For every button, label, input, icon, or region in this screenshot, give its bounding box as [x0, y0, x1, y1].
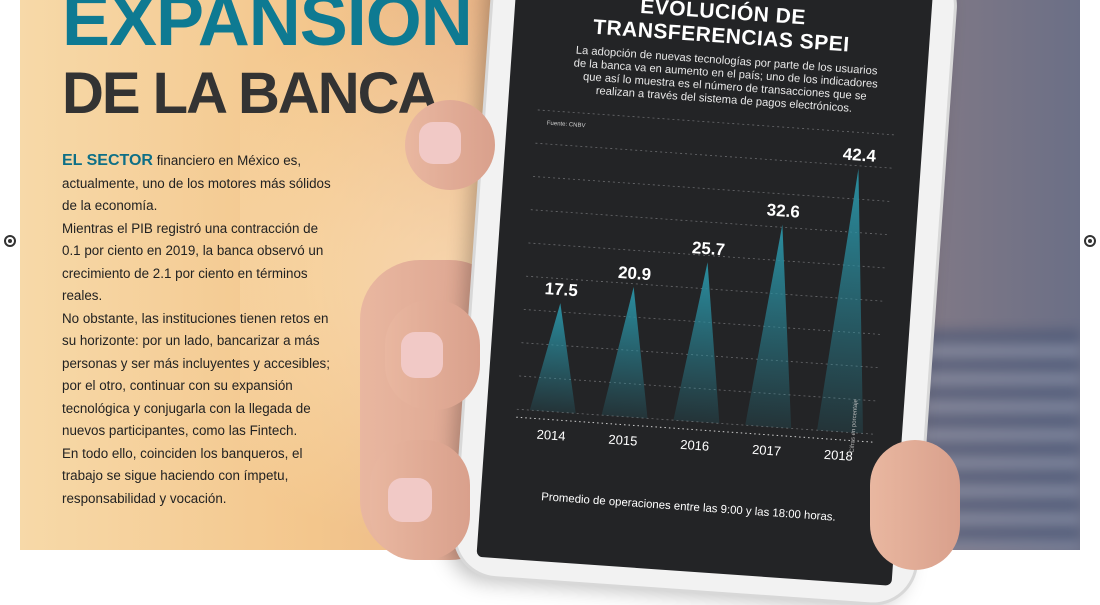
- data-peak-2018: [817, 168, 864, 434]
- registration-mark-right-icon: [1084, 235, 1096, 247]
- phone-graphic: EVOLUCIÓN DE TRANSFERENCIAS SPEI La adop…: [453, 0, 957, 605]
- fingernail: [401, 332, 443, 378]
- fingernail: [388, 478, 432, 522]
- phone-body: EVOLUCIÓN DE TRANSFERENCIAS SPEI La adop…: [453, 0, 957, 605]
- headline-line2: DE LA BANCA: [62, 61, 439, 126]
- grid-line: [537, 109, 897, 136]
- x-tick-label: 2018: [823, 447, 853, 464]
- data-label: 17.5: [544, 279, 578, 300]
- data-peak-2016: [673, 262, 720, 424]
- data-peak-2015: [601, 287, 648, 419]
- x-tick-label: 2014: [536, 427, 566, 444]
- headline-line1: EXPANSIÓN: [62, 0, 473, 61]
- chart-svg: 17.5 2014 20.9 2015 25.7 2016 32.6 2017 42.4 2018: [516, 109, 897, 464]
- data-peak-2017: [745, 224, 792, 429]
- x-tick-label: 2016: [680, 437, 710, 454]
- fingernail: [419, 122, 461, 164]
- data-label: 20.9: [617, 263, 651, 284]
- article-lead: EL SECTOR: [62, 152, 153, 169]
- article-paragraph: En todo ello, coinciden los banqueros, e…: [62, 445, 303, 506]
- finger-top: [405, 100, 495, 190]
- data-peak-2014: [529, 303, 576, 414]
- x-tick-label: 2017: [752, 442, 782, 459]
- article-paragraph-text: financiero en México es, actualmente, un…: [62, 153, 331, 213]
- data-label: 25.7: [691, 238, 725, 259]
- grid-line: [533, 176, 893, 202]
- x-tick-label: 2015: [608, 432, 638, 449]
- grid-line: [530, 209, 890, 236]
- x-axis-line: [516, 416, 876, 443]
- grid-line: [535, 142, 895, 169]
- registration-mark-left-icon: [4, 235, 16, 247]
- data-label: 42.4: [842, 145, 877, 166]
- data-label: 32.6: [766, 200, 800, 221]
- thumb: [870, 440, 960, 570]
- article-paragraph: EL SECTOR financiero en México es, actua…: [62, 150, 332, 218]
- article-paragraph: Mientras el PIB registró una contracción…: [62, 220, 324, 304]
- finger-middle: [385, 300, 480, 410]
- phone-screen: EVOLUCIÓN DE TRANSFERENCIAS SPEI La adop…: [476, 0, 934, 586]
- article-body: EL SECTOR financiero en México es, actua…: [62, 150, 332, 510]
- article-paragraph: No obstante, las instituciones tienen re…: [62, 310, 330, 439]
- finger-bottom: [370, 440, 470, 560]
